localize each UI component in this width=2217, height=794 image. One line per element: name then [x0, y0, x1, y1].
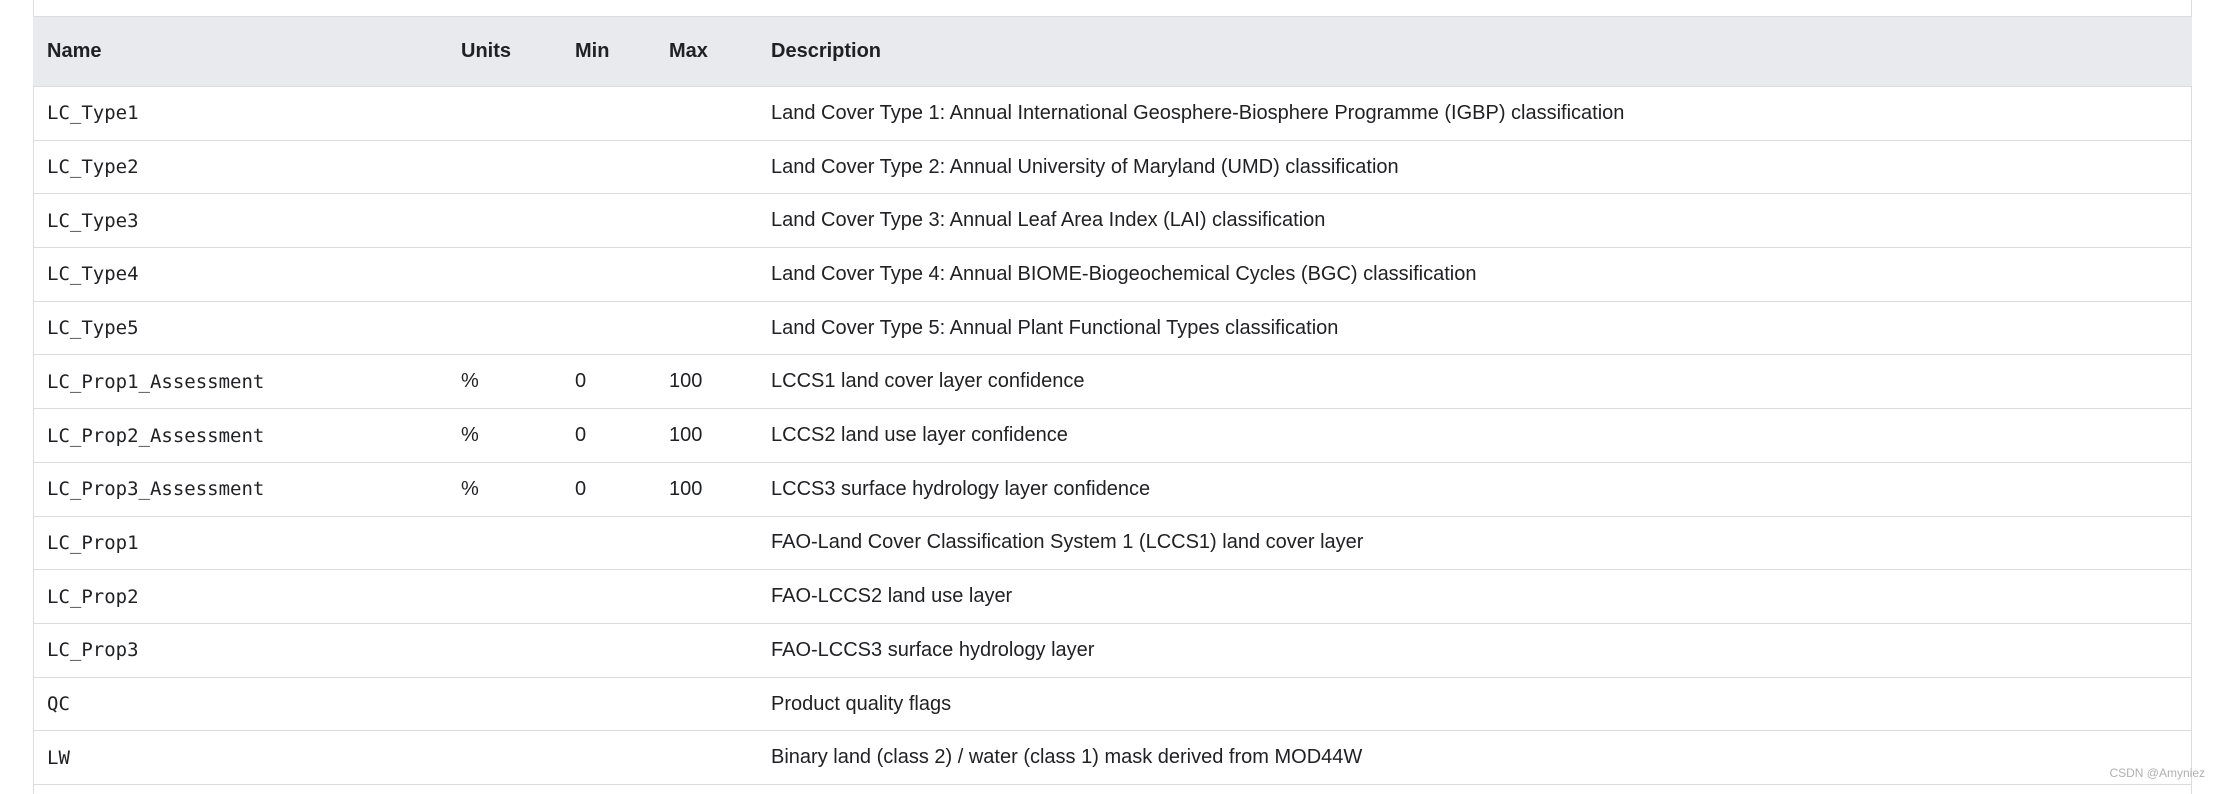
table-row: LC_Prop3_Assessment% 0 100 LCCS3 surface hy… [33, 463, 2192, 517]
table-cell: LC_Prop1 [47, 531, 139, 554]
column-header: Units [461, 40, 511, 62]
table-cell: FAO-LCCS3 surface hydrology layer [771, 638, 1095, 661]
table-cell: 0 [575, 370, 587, 393]
table-row: LC_Prop1_Assessment% 0 100 LCCS1 land cover… [33, 356, 2192, 410]
table-cell: % [461, 370, 479, 393]
table-cell: LC_Type1 [47, 102, 139, 125]
table-cell: LW [47, 746, 70, 769]
table-row: LC_Prop2_Assessment% 0 100 LCCS2 land use l… [33, 409, 2192, 463]
table-cell: LC_Prop2_Assessment [47, 424, 265, 447]
column-header: Max [669, 40, 708, 62]
table-cell: QC [47, 693, 70, 716]
table-cell: LC_Type3 [47, 209, 139, 232]
table-cell: LC_Type4 [47, 263, 139, 286]
table-cell: LCCS2 land use layer confidence [771, 424, 1068, 447]
column-header: Min [575, 40, 610, 62]
column-header: Name [47, 40, 102, 62]
table-row: LC_Prop3 FAO-LCCS3 surface hydrology laye… [33, 624, 2192, 678]
table-cell: Land Cover Type 3: Annual Leaf Area Inde… [771, 209, 1326, 232]
table-cell: 100 [669, 370, 703, 393]
table-cell: LC_Type5 [47, 317, 139, 340]
table-cell: FAO-Land Cover Classification System 1 (… [771, 531, 1364, 554]
table-cell: Land Cover Type 1: Annual International … [771, 101, 1625, 124]
table-row: LC_Type5 Land Cover Type 5: Annual Plant … [33, 302, 2192, 356]
table-cell: LC_Prop1_Assessment [47, 370, 265, 393]
table-cell: LCCS1 land cover layer confidence [771, 370, 1085, 393]
watermark: CSDN @Amyniez [2109, 766, 2205, 780]
table-row: QC Product quality flags [33, 678, 2192, 732]
table-cell: Land Cover Type 2: Annual University of … [771, 155, 1399, 178]
table-cell: 100 [669, 477, 703, 500]
table-row: LC_Type4 Land Cover Type 4: Annual BIOME-… [33, 248, 2192, 302]
table-cell: LC_Prop3_Assessment [47, 478, 265, 501]
table-row: LW Binary land (class 2) / water (class 1… [33, 731, 2192, 786]
table-row: LC_Type3 Land Cover Type 3: Annual Leaf A… [33, 194, 2192, 249]
table-cell: % [461, 424, 479, 447]
table-cell: 0 [575, 424, 587, 447]
table-cell: LC_Type2 [47, 156, 139, 179]
table-cell: Binary land (class 2) / water (class 1) … [771, 746, 1363, 769]
table-cell: % [461, 477, 479, 500]
table-cell: Land Cover Type 4: Annual BIOME-Biogeoch… [771, 262, 1477, 285]
table-cell: LC_Prop2 [47, 585, 139, 608]
table-cell: 0 [575, 477, 587, 500]
table-header: Name Units Min Max Description [33, 16, 2192, 87]
table-row: LC_Type1 Land Cover Type 1: Annual Intern… [33, 87, 2192, 141]
table-cell: Land Cover Type 5: Annual Plant Function… [771, 316, 1339, 339]
table-cell: 100 [669, 424, 703, 447]
table-cell: Product quality flags [771, 692, 952, 715]
table-cell: LC_Prop3 [47, 639, 139, 662]
table-row: LC_Type2 Land Cover Type 2: Annual Univer… [33, 141, 2192, 195]
table-frame [33, 0, 2192, 794]
table-row: LC_Prop1 FAO-Land Cover Classification Sy… [33, 517, 2192, 571]
column-header: Description [771, 40, 882, 62]
table-row: LC_Prop2 FAO-LCCS2 land use layer [33, 570, 2192, 624]
table-cell: FAO-LCCS2 land use layer [771, 585, 1013, 608]
table-cell: LCCS3 surface hydrology layer confidence [771, 477, 1151, 500]
